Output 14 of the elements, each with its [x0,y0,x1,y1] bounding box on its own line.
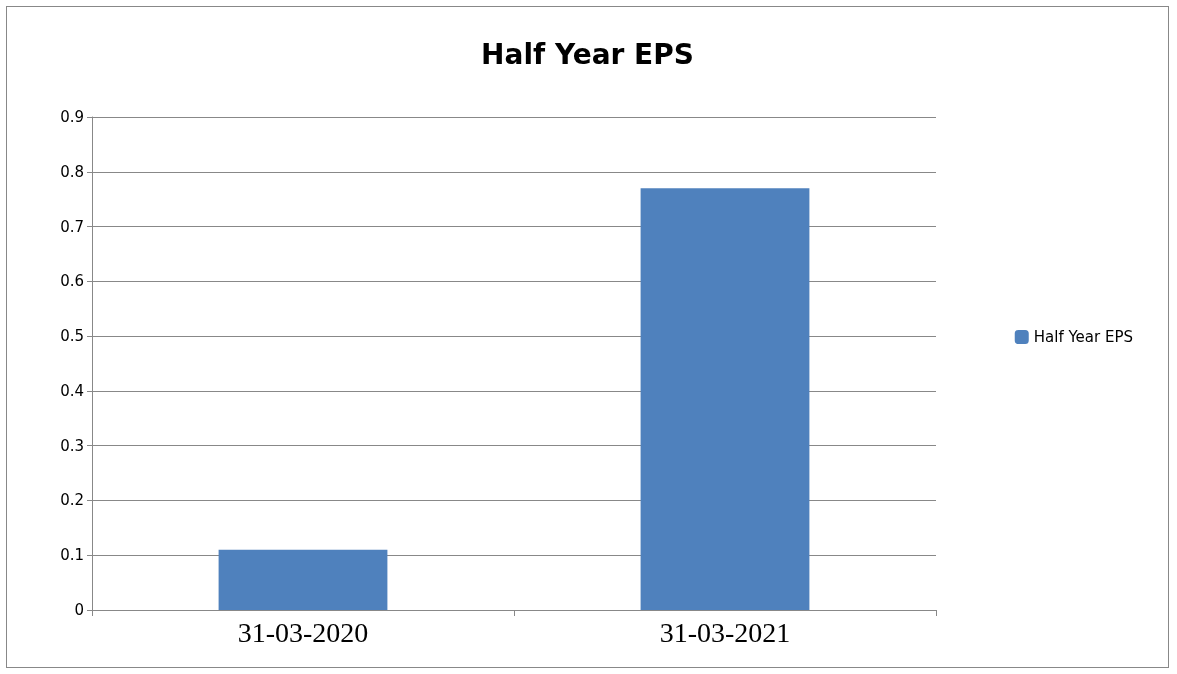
y-tick-label: 0.7 [60,217,84,236]
legend-label: Half Year EPS [1033,328,1134,346]
y-tick-label: 0.8 [60,162,84,181]
y-tick-label: 0.2 [60,491,84,510]
y-tick-label: 0.4 [60,381,84,400]
y-tick-label: 0 [74,601,84,619]
y-tick-label: 0.3 [60,436,84,455]
y-tick-label: 0.1 [60,546,84,565]
chart-title: Half Year EPS [481,37,694,71]
y-tick-label: 0.9 [60,108,84,126]
x-tick-label: 31-03-2020 [237,616,369,648]
x-tick-label: 31-03-2021 [659,616,791,648]
y-tick-label: 0.6 [60,272,84,291]
y-tick-label: 0.5 [60,327,84,346]
